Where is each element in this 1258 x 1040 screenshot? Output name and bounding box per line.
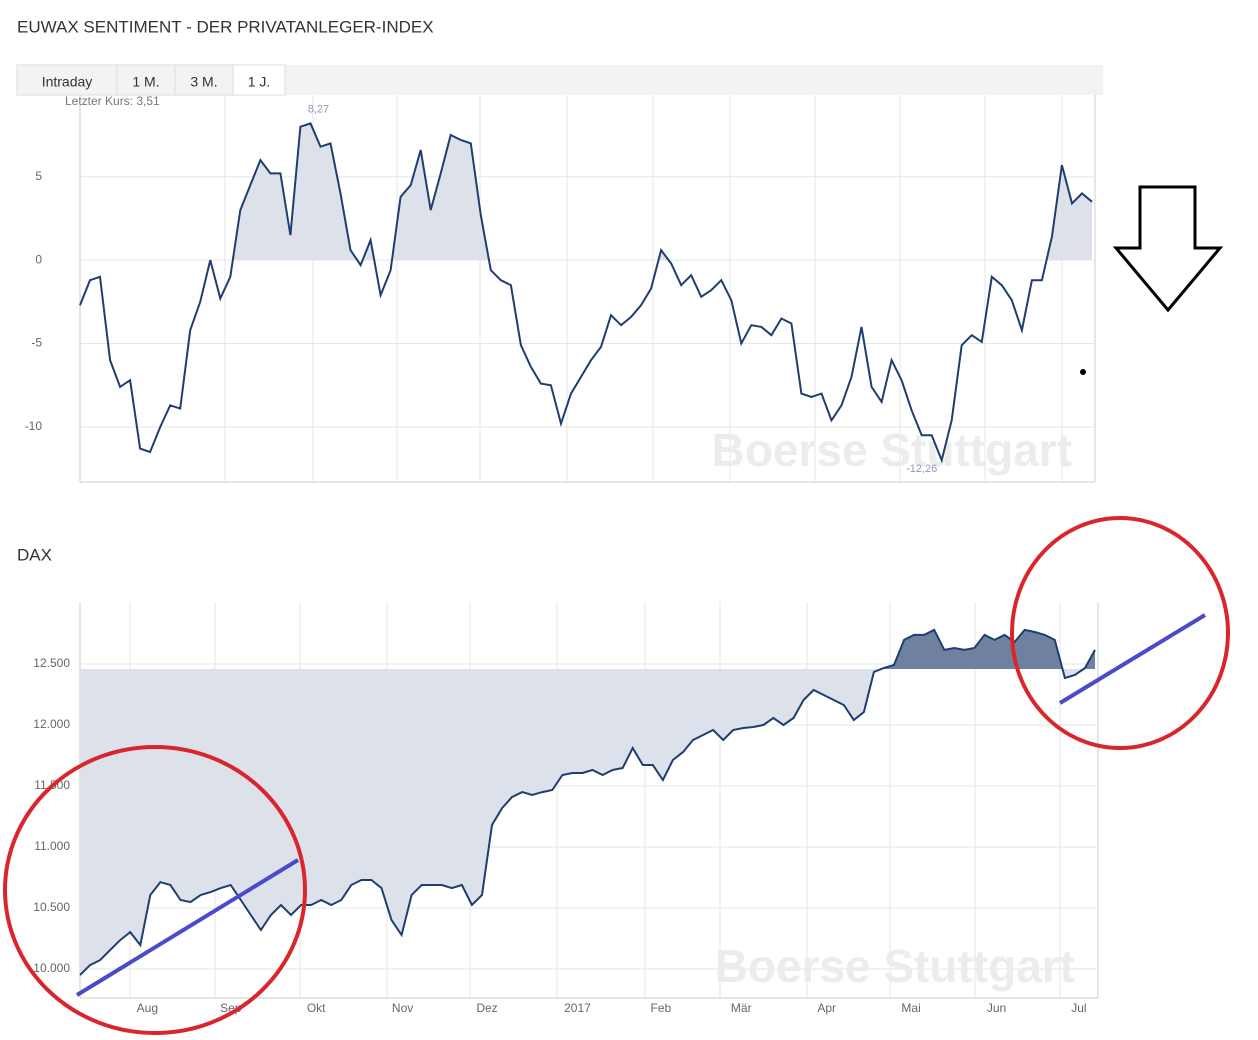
area-fill (80, 668, 1095, 976)
tab[interactable] (232, 64, 286, 96)
y-tick-label: 0 (35, 252, 42, 266)
tab-label[interactable]: 1 M. (132, 74, 159, 90)
trend-line (75, 858, 300, 997)
tab-label[interactable]: Intraday (42, 74, 93, 90)
last-value-label: Letzter Kurs: 3,51 (65, 94, 160, 108)
plots: 5 0 -5 -10 Boerse Stuttgart Letzter Kurs: 3,5… (25, 94, 1099, 1015)
x-tick-label: Jun (987, 1001, 1006, 1015)
y-tick-label: 12.000 (33, 717, 70, 731)
tab-label[interactable]: 3 M. (190, 74, 217, 90)
y-tick-label: 5 (35, 169, 42, 183)
chart-title: EUWAX SENTIMENT - DER PRIVATANLEGER-INDE… (17, 17, 434, 36)
x-tick-label: Aug (137, 1001, 158, 1015)
y-tick-label: -10 (25, 419, 43, 433)
tab-label[interactable]: 1 J. (248, 74, 271, 90)
area-fill (881, 629, 1095, 669)
area-fill (80, 123, 1092, 261)
trend-line (1058, 613, 1207, 705)
tab[interactable] (16, 64, 118, 96)
y-tick-label: 10.000 (33, 961, 70, 975)
highlight-circle (1010, 516, 1230, 750)
tab[interactable] (116, 64, 176, 96)
down-arrow (1112, 185, 1224, 313)
max-label: 8,27 (308, 103, 329, 115)
x-tick-label: Jul (1071, 1001, 1086, 1015)
tab[interactable] (174, 64, 234, 96)
tabs: Intraday 1 M. 3 M. 1 J. (16, 64, 286, 96)
x-tick-label: Okt (307, 1001, 326, 1015)
y-tick-label: 11.000 (34, 839, 70, 853)
line (79, 122, 1093, 464)
chart-title: DAX (17, 545, 52, 564)
y-tick-label: -5 (31, 336, 42, 350)
x-tick-label: Dez (476, 1001, 497, 1015)
watermark: Boerse Stuttgart (715, 940, 1075, 992)
min-label: -12,26 (906, 463, 937, 475)
watermark: Boerse Stuttgart (712, 424, 1072, 476)
x-tick-label: Mai (901, 1001, 920, 1015)
y-tick-label: 12.500 (33, 656, 70, 670)
x-tick-label: Feb (651, 1001, 672, 1015)
x-tick-label: Apr (817, 1001, 836, 1015)
dot (1080, 369, 1086, 375)
x-tick-label: 2017 (564, 1001, 591, 1015)
x-tick-label: Nov (392, 1001, 413, 1015)
x-tick-label: Mär (731, 1001, 752, 1015)
highlight-circle (3, 745, 307, 1035)
y-tick-label: 10.500 (33, 900, 70, 914)
line (79, 628, 1096, 976)
